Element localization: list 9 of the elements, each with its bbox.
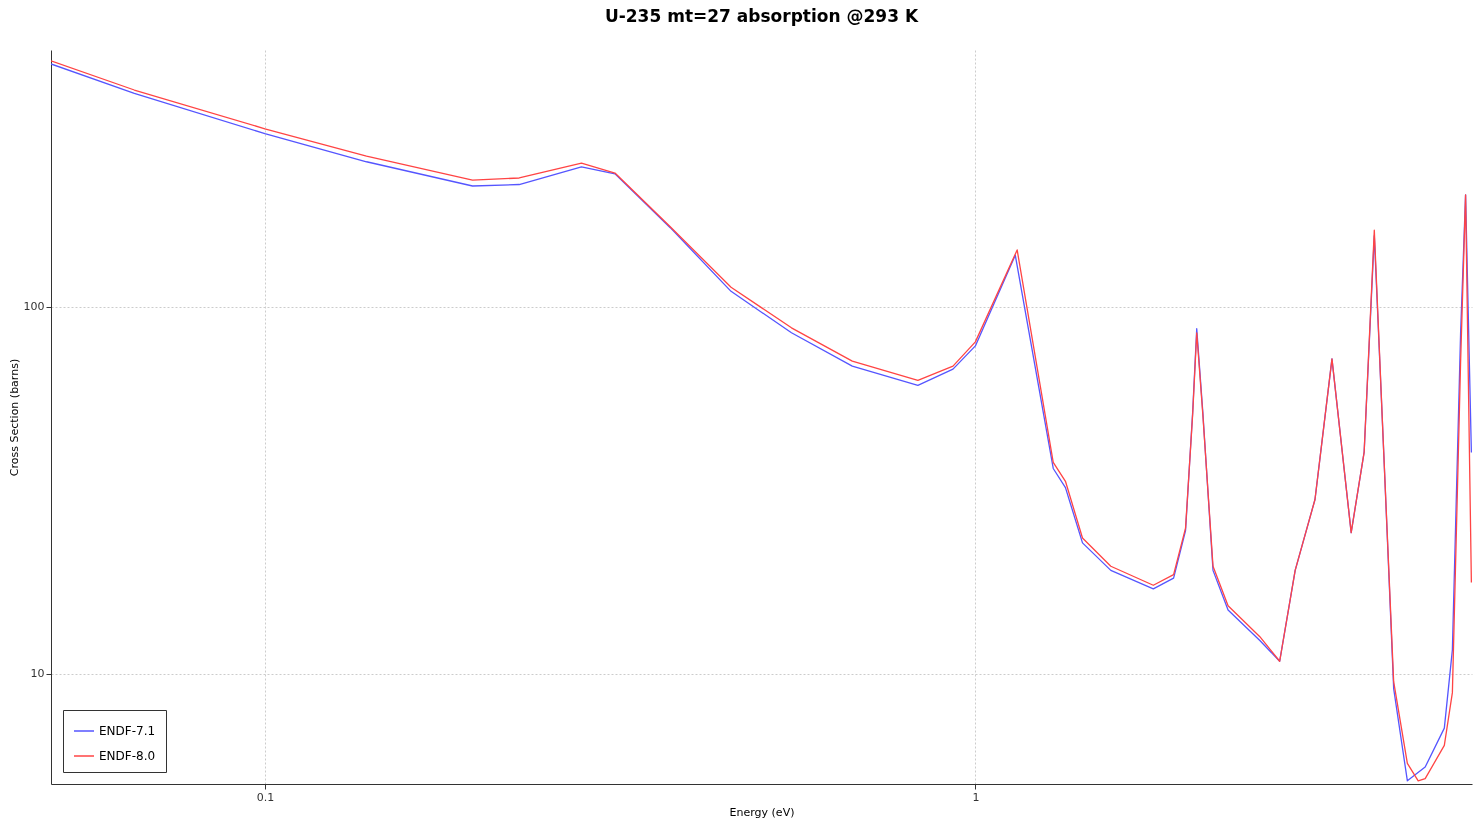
chart-title: U-235 mt=27 absorption @293 K [604, 6, 919, 26]
x-tick-label: 1 [972, 790, 980, 804]
x-tick-label: 0.1 [256, 790, 275, 804]
y-tick-label: 100 [23, 300, 45, 314]
legend-label: ENDF-8.0 [99, 749, 156, 763]
legend-label: ENDF-7.1 [99, 724, 156, 738]
y-tick-label: 10 [30, 667, 45, 681]
x-axis-title: Energy (eV) [729, 805, 795, 819]
y-axis-title: Cross Section (barns) [7, 358, 21, 477]
